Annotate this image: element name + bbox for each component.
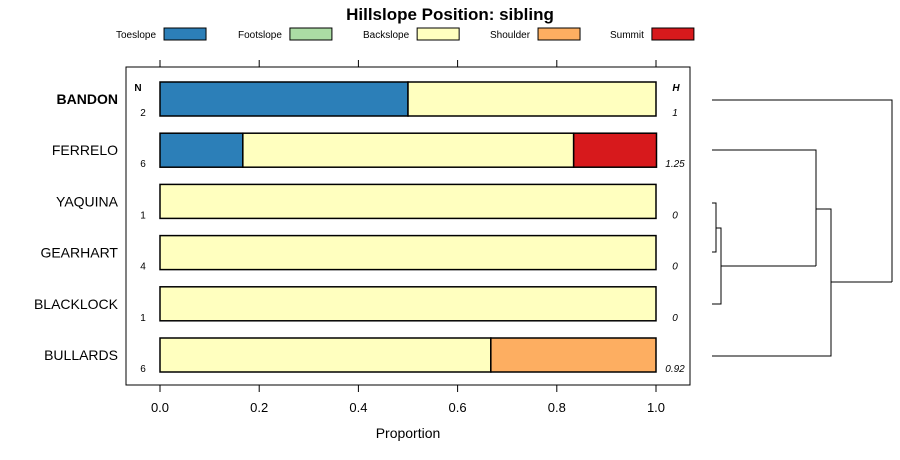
n-value-bandon: 2 (140, 108, 146, 119)
h-header: H (672, 83, 680, 94)
dendrogram-branch-bandon (712, 99, 893, 282)
n-header: N (134, 83, 141, 94)
x-axis-title: Proportion (376, 425, 441, 441)
bar-gearhart-backslope (159, 234, 657, 271)
legend-swatch-backslope (416, 27, 460, 41)
bar-ferrelo-backslope (242, 132, 575, 168)
n-value-bullards: 6 (140, 364, 146, 375)
n-value-yaquina: 1 (140, 210, 146, 221)
row-label-gearhart: GEARHART (40, 245, 118, 261)
bar-blacklock-backslope (159, 286, 657, 322)
legend-swatch-footslope (289, 27, 333, 41)
legend-swatch-toeslope (163, 27, 207, 41)
bar-rows: BANDON 2 1 FERRELO 6 1.25 YAQUINA 1 0 GEARHART 4 0 B… (34, 81, 685, 375)
x-tick-label: 1.0 (647, 400, 665, 415)
row-label-ferrelo: FERRELO (52, 142, 118, 158)
legend-swatch-summit (651, 27, 695, 41)
row-label-bandon: BANDON (57, 91, 118, 107)
h-value-gearhart: 0 (672, 262, 678, 273)
n-value-ferrelo: 6 (140, 159, 146, 170)
row-label-blacklock: BLACKLOCK (34, 296, 119, 312)
bar-bandon-backslope (407, 81, 657, 117)
plot-frame (125, 66, 691, 386)
x-tick-label: 0.4 (349, 400, 367, 415)
legend-swatch-shoulder (537, 27, 581, 41)
legend-label-shoulder: Shoulder (490, 30, 531, 41)
legend-label-backslope: Backslope (363, 30, 410, 41)
x-tick-label: 0.2 (250, 400, 268, 415)
row-label-bullards: BULLARDS (44, 347, 118, 363)
dendrogram-branch-mid (712, 208, 832, 357)
h-value-bandon: 1 (672, 108, 678, 119)
bar-bandon-toeslope (159, 81, 409, 117)
bar-yaquina-backslope (159, 183, 657, 220)
dendrogram-branch-ferrelo (712, 149, 817, 266)
x-tick-label: 0.0 (151, 400, 169, 415)
n-value-blacklock: 1 (140, 313, 146, 324)
legend-label-toeslope: Toeslope (116, 30, 156, 41)
legend-label-footslope: Footslope (238, 30, 282, 41)
bar-ferrelo-summit (572, 132, 658, 168)
h-value-blacklock: 0 (672, 313, 678, 324)
bar-bullards-shoulder (490, 337, 657, 373)
bar-ferrelo-toeslope (159, 132, 244, 168)
h-value-ferrelo: 1.25 (665, 159, 685, 170)
x-tick-label: 0.8 (548, 400, 566, 415)
h-value-yaquina: 0 (672, 210, 678, 221)
row-label-yaquina: YAQUINA (56, 193, 119, 209)
n-value-gearhart: 4 (140, 262, 146, 273)
x-axis: 0.0 0.2 0.4 0.6 0.8 1.0 (151, 60, 665, 415)
chart-title: Hillslope Position: sibling (346, 5, 554, 24)
dendrogram (712, 99, 893, 357)
h-value-bullards: 0.92 (665, 364, 685, 375)
legend-label-summit: Summit (610, 30, 644, 41)
bar-bullards-backslope (159, 337, 492, 373)
legend: Toeslope Footslope Backslope Shoulder Summit (116, 27, 695, 41)
dendrogram-branch-yaquina-gearhart (712, 202, 717, 253)
x-tick-label: 0.6 (449, 400, 467, 415)
